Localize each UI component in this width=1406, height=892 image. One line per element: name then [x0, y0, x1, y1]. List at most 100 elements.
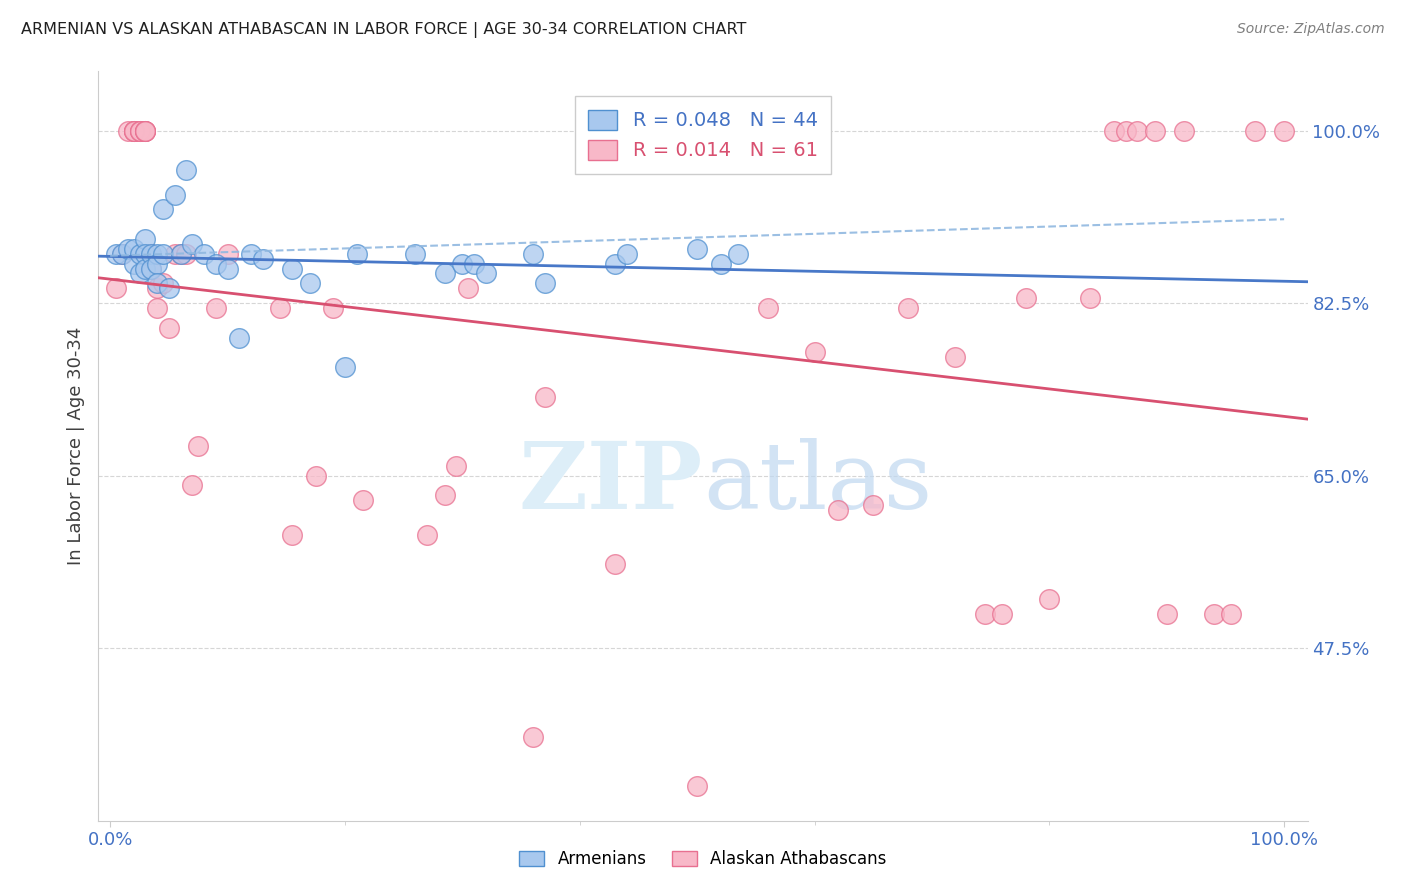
Point: [134, 261, 156, 276]
Point: [122, 242, 145, 256]
Point: [128, 123, 150, 137]
Point: [134, 123, 156, 137]
Point: [176, 163, 198, 178]
Point: [298, 277, 321, 291]
Point: [181, 478, 204, 492]
Point: [416, 527, 439, 541]
Point: [1272, 123, 1295, 137]
Point: [1156, 607, 1178, 621]
Text: atlas: atlas: [703, 439, 932, 528]
Point: [163, 187, 186, 202]
Point: [803, 345, 825, 359]
Point: [122, 257, 145, 271]
Point: [122, 123, 145, 137]
Point: [1038, 591, 1060, 606]
Point: [603, 257, 626, 271]
Point: [134, 123, 156, 137]
Point: [322, 301, 344, 315]
Point: [1115, 123, 1137, 137]
Legend: Armenians, Alaskan Athabascans: Armenians, Alaskan Athabascans: [513, 844, 893, 875]
Point: [122, 123, 145, 137]
Point: [281, 527, 304, 541]
Point: [433, 488, 456, 502]
Point: [281, 261, 304, 276]
Point: [134, 123, 156, 137]
Point: [451, 257, 474, 271]
Point: [134, 246, 156, 260]
Point: [1143, 123, 1166, 137]
Point: [146, 301, 169, 315]
Point: [128, 123, 150, 137]
Point: [404, 246, 426, 260]
Point: [1080, 291, 1102, 305]
Point: [1126, 123, 1149, 137]
Point: [991, 607, 1014, 621]
Point: [187, 439, 209, 453]
Point: [446, 458, 468, 473]
Point: [346, 246, 368, 260]
Point: [105, 246, 128, 260]
Point: [146, 281, 169, 295]
Point: [105, 281, 128, 295]
Text: Source: ZipAtlas.com: Source: ZipAtlas.com: [1237, 22, 1385, 37]
Point: [352, 493, 374, 508]
Legend: R = 0.048   N = 44, R = 0.014   N = 61: R = 0.048 N = 44, R = 0.014 N = 61: [575, 96, 831, 174]
Point: [240, 246, 263, 260]
Point: [146, 277, 169, 291]
Point: [152, 202, 174, 217]
Point: [727, 246, 749, 260]
Point: [117, 123, 139, 137]
Point: [463, 257, 485, 271]
Point: [152, 246, 174, 260]
Point: [146, 246, 169, 260]
Point: [128, 246, 150, 260]
Point: [710, 257, 733, 271]
Point: [141, 246, 163, 260]
Text: ARMENIAN VS ALASKAN ATHABASCAN IN LABOR FORCE | AGE 30-34 CORRELATION CHART: ARMENIAN VS ALASKAN ATHABASCAN IN LABOR …: [21, 22, 747, 38]
Point: [686, 242, 709, 256]
Point: [304, 468, 326, 483]
Point: [457, 281, 479, 295]
Point: [475, 267, 498, 281]
Point: [1220, 607, 1243, 621]
Point: [157, 281, 180, 295]
Point: [533, 390, 555, 404]
Point: [603, 558, 626, 572]
Point: [1173, 123, 1195, 137]
Point: [945, 351, 967, 365]
Point: [333, 360, 356, 375]
Point: [181, 236, 204, 251]
Point: [756, 301, 779, 315]
Point: [1102, 123, 1125, 137]
Point: [128, 123, 150, 137]
Point: [169, 246, 191, 260]
Point: [111, 246, 134, 260]
Point: [134, 123, 156, 137]
Point: [433, 267, 456, 281]
Point: [686, 779, 709, 793]
Point: [122, 123, 145, 137]
Point: [252, 252, 274, 266]
Point: [152, 277, 174, 291]
Point: [217, 261, 239, 276]
Point: [111, 246, 134, 260]
Point: [134, 232, 156, 246]
Point: [862, 498, 884, 512]
Point: [141, 246, 163, 260]
Point: [228, 330, 250, 344]
Point: [1243, 123, 1265, 137]
Point: [117, 242, 139, 256]
Point: [897, 301, 920, 315]
Point: [827, 503, 849, 517]
Point: [616, 246, 638, 260]
Point: [146, 257, 169, 271]
Point: [169, 246, 191, 260]
Y-axis label: In Labor Force | Age 30-34: In Labor Force | Age 30-34: [66, 326, 84, 566]
Point: [217, 246, 239, 260]
Point: [1202, 607, 1225, 621]
Point: [522, 730, 544, 744]
Text: ZIP: ZIP: [519, 439, 703, 528]
Point: [128, 267, 150, 281]
Point: [141, 261, 163, 276]
Point: [176, 246, 198, 260]
